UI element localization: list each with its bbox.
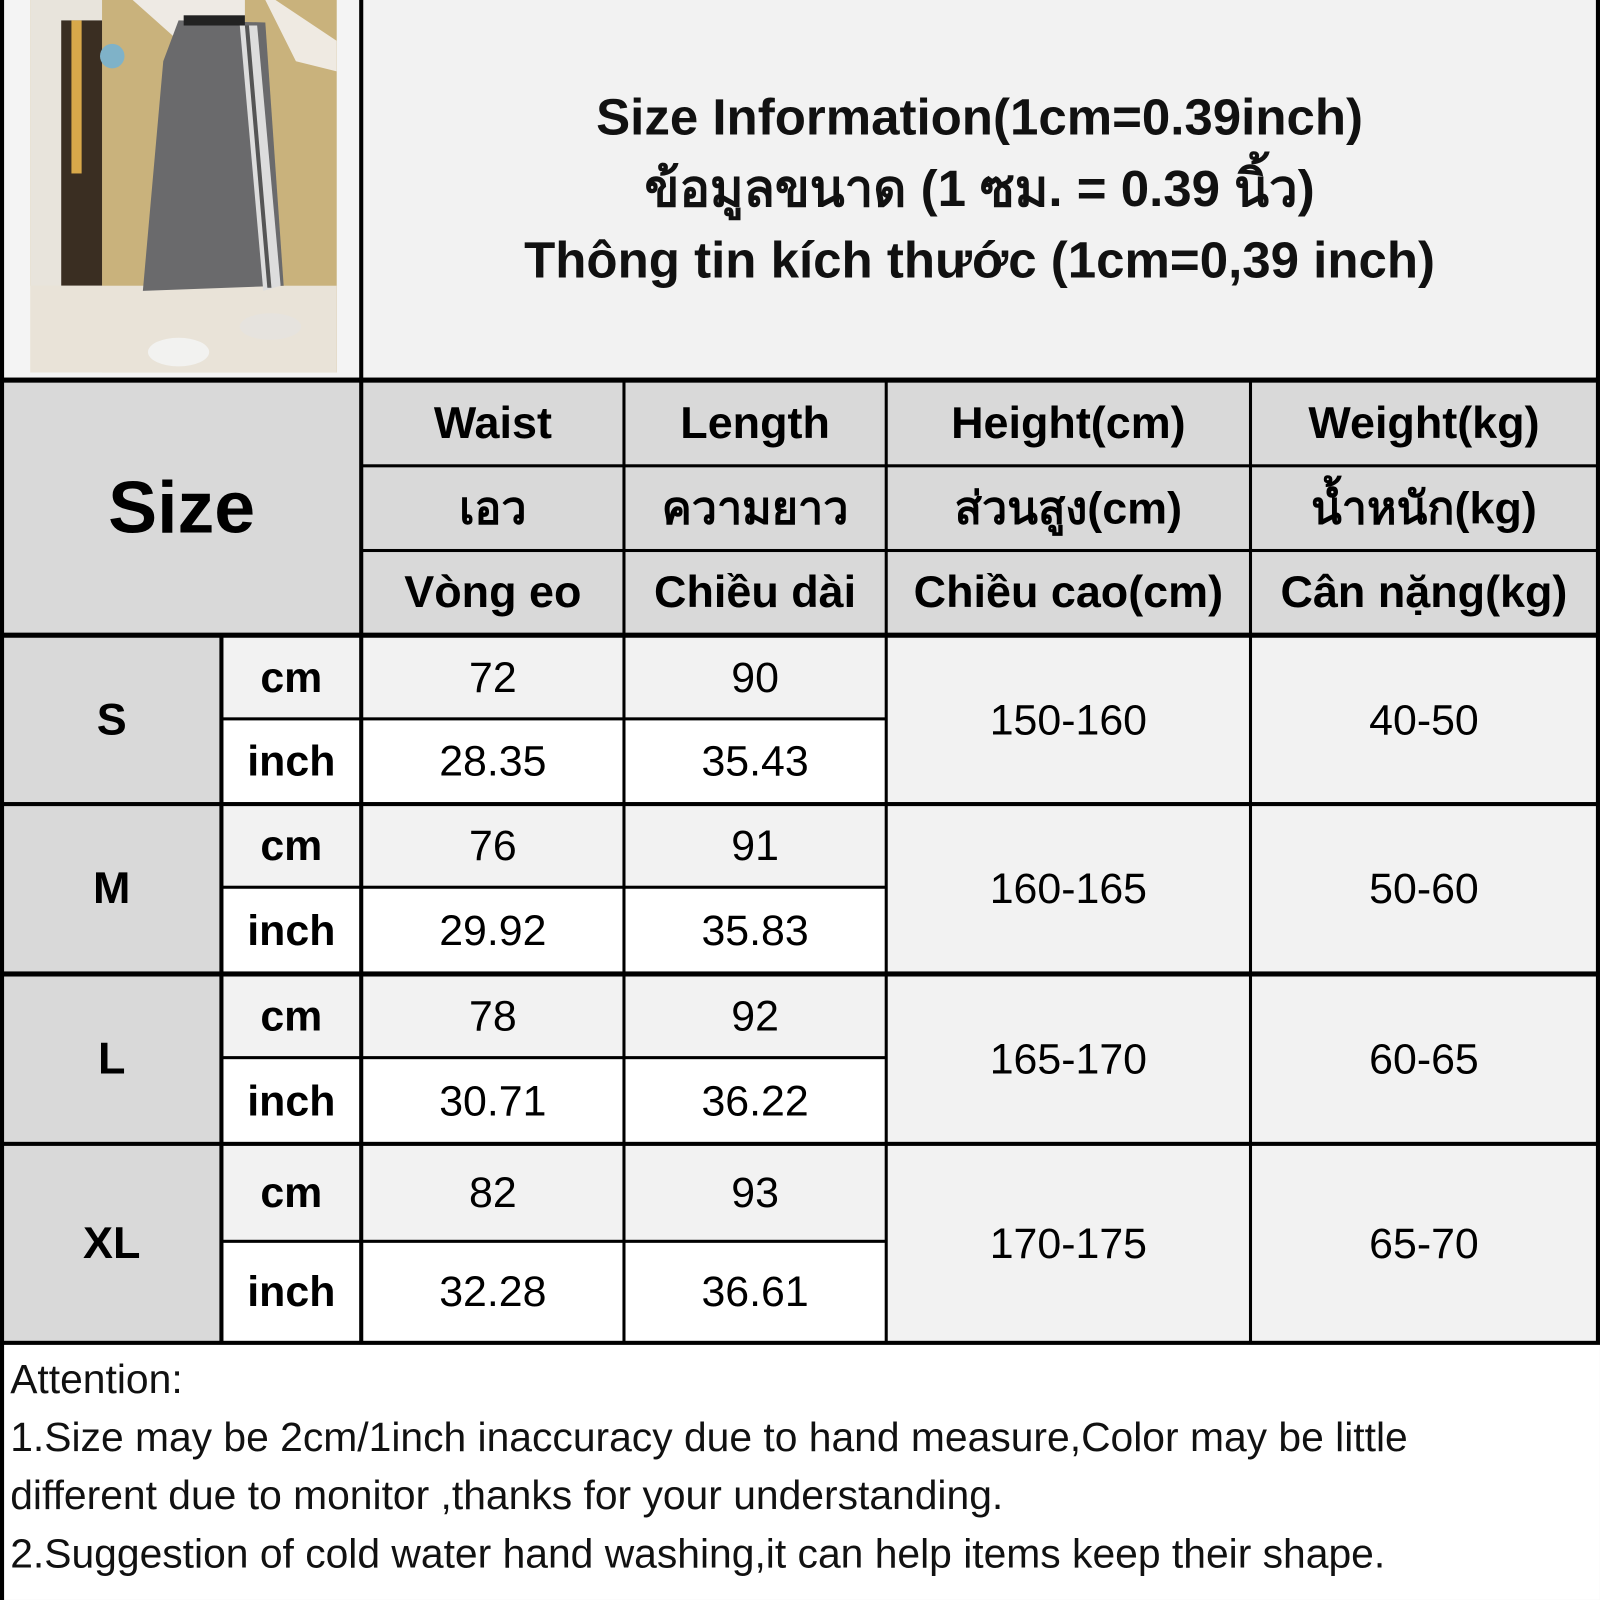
weight-range-value: 40-50: [1252, 637, 1596, 803]
waist-cm-value: 76: [363, 806, 623, 886]
waist-inch-value: 28.35: [363, 720, 623, 803]
attention-notes: Attention: 1.Size may be 2cm/1inch inacc…: [4, 1344, 1600, 1600]
waist-inch-value: 30.71: [363, 1059, 623, 1142]
size-label: S: [4, 637, 220, 803]
weight-range-value: 60-65: [1252, 976, 1596, 1142]
weight-range-value: 50-60: [1252, 806, 1596, 972]
size-label: XL: [4, 1145, 220, 1341]
length-inch-value: 35.83: [625, 888, 885, 972]
column-header-en: Waist: [363, 382, 623, 465]
height-range-value: 150-160: [887, 637, 1249, 803]
title-english: Size Information(1cm=0.39inch): [596, 88, 1364, 146]
length-cm-value: 92: [625, 976, 885, 1057]
title-thai: ข้อมูลขนาด (1 ซม. = 0.39 นิ้ว): [644, 160, 1315, 218]
unit-cm: cm: [223, 1145, 360, 1240]
attention-line: 1.Size may be 2cm/1inch inaccuracy due t…: [10, 1415, 1408, 1461]
column-header-vi: Vòng eo: [363, 552, 623, 633]
size-information-title: Size Information(1cm=0.39inch) ข้อมูลขนา…: [363, 0, 1596, 378]
product-photo-cell: [4, 0, 360, 378]
column-header-th: ความยาว: [625, 467, 885, 549]
column-header-vi: Cân nặng(kg): [1252, 552, 1596, 633]
attention-line: different due to monitor ,thanks for you…: [10, 1473, 1004, 1519]
column-header-en: Weight(kg): [1252, 382, 1596, 465]
height-range-value: 165-170: [887, 976, 1249, 1142]
length-cm-value: 93: [625, 1145, 885, 1240]
height-range-value: 160-165: [887, 806, 1249, 972]
size-label: L: [4, 976, 220, 1142]
waist-inch-value: 32.28: [363, 1242, 623, 1341]
waist-cm-value: 82: [363, 1145, 623, 1240]
unit-inch: inch: [223, 1059, 360, 1142]
column-header-th: เอว: [363, 467, 623, 549]
column-header-th: ส่วนสูง(cm): [887, 467, 1249, 549]
attention-line: 2.Suggestion of cold water hand washing,…: [10, 1531, 1386, 1577]
column-header-vi: Chiều dài: [625, 552, 885, 633]
product-photo: [30, 0, 337, 373]
size-header: Size: [4, 382, 360, 633]
column-header-en: Length: [625, 382, 885, 465]
unit-cm: cm: [223, 976, 360, 1057]
unit-inch: inch: [223, 1242, 360, 1341]
length-inch-value: 36.61: [625, 1242, 885, 1341]
length-inch-value: 36.22: [625, 1059, 885, 1142]
length-inch-value: 35.43: [625, 720, 885, 803]
waist-cm-value: 78: [363, 976, 623, 1057]
title-vietnamese: Thông tin kích thước (1cm=0,39 inch): [524, 231, 1436, 289]
column-header-vi: Chiều cao(cm): [887, 552, 1249, 633]
size-label: M: [4, 806, 220, 972]
unit-cm: cm: [223, 637, 360, 718]
length-cm-value: 90: [625, 637, 885, 718]
column-header-th: น้ำหนัก(kg): [1252, 467, 1596, 549]
unit-cm: cm: [223, 806, 360, 886]
waist-inch-value: 29.92: [363, 888, 623, 972]
waist-cm-value: 72: [363, 637, 623, 718]
height-range-value: 170-175: [887, 1145, 1249, 1341]
unit-inch: inch: [223, 720, 360, 803]
unit-inch: inch: [223, 888, 360, 972]
length-cm-value: 91: [625, 806, 885, 886]
weight-range-value: 65-70: [1252, 1145, 1596, 1341]
attention-heading: Attention:: [10, 1357, 183, 1403]
column-header-en: Height(cm): [887, 382, 1249, 465]
